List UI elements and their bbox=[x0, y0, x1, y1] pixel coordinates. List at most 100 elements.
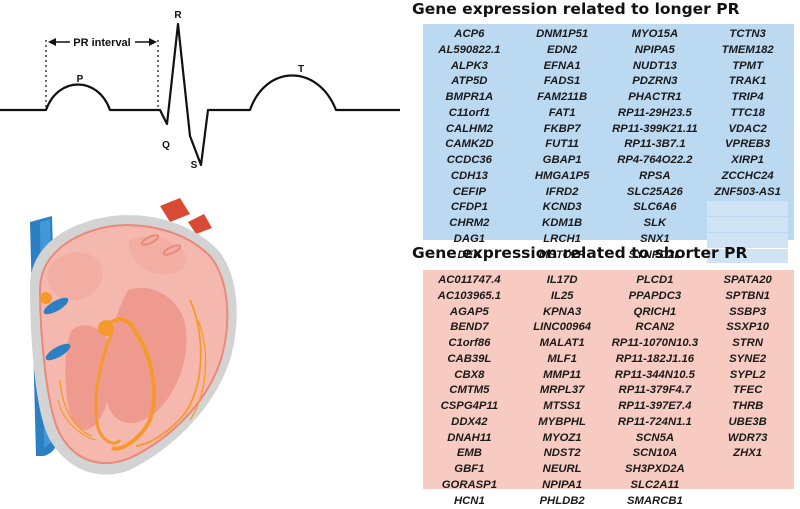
gene-name: SYPL2 bbox=[701, 368, 794, 384]
gene-name: NEURL bbox=[516, 462, 609, 478]
gene-name: RP11-724N1.1 bbox=[609, 415, 702, 431]
gene-name: AC103965.1 bbox=[423, 289, 516, 305]
arrow-left-head bbox=[48, 38, 56, 46]
gene-name: UBE3B bbox=[701, 415, 794, 431]
gene-name: CDH13 bbox=[423, 169, 516, 185]
gene-name: C1orf86 bbox=[423, 336, 516, 352]
illustration-panel: PR interval P R Q S T bbox=[0, 0, 400, 488]
wave-label-q: Q bbox=[162, 140, 170, 151]
gene-name: CSPG4P11 bbox=[423, 399, 516, 415]
wave-label-p: P bbox=[77, 74, 84, 85]
gene-name: CCDC36 bbox=[423, 153, 516, 169]
gene-name: NUDT13 bbox=[609, 59, 702, 75]
gene-name: GBAP1 bbox=[516, 153, 609, 169]
gene-name: LINC00964 bbox=[516, 320, 609, 336]
gene-name: MTSS1 bbox=[516, 399, 609, 415]
gene-name: IFRD2 bbox=[516, 185, 609, 201]
gene-name: SPATA20 bbox=[701, 273, 794, 289]
gene-name: CBX8 bbox=[423, 368, 516, 384]
gene-name: DNM1P51 bbox=[516, 27, 609, 43]
gene-name: XIRP1 bbox=[701, 153, 794, 169]
gene-name: CALHM2 bbox=[423, 122, 516, 138]
artery-top bbox=[160, 198, 190, 222]
shorter-pr-title: Gene expression related to shorter PR bbox=[412, 244, 747, 262]
gene-name: PHLDB2 bbox=[516, 494, 609, 509]
gene-name: RP4-764O22.2 bbox=[609, 153, 702, 169]
gene-name: VPREB3 bbox=[701, 137, 794, 153]
gene-name: RP11-1070N10.3 bbox=[609, 336, 702, 352]
gene-name: NDST2 bbox=[516, 446, 609, 462]
gene-name: KPNA3 bbox=[516, 305, 609, 321]
gene-name: MYO15A bbox=[609, 27, 702, 43]
gene-name: RP11-344N10.5 bbox=[609, 368, 702, 384]
gene-name: TTC18 bbox=[701, 106, 794, 122]
gene-name: DNAH11 bbox=[423, 431, 516, 447]
gene-name: AGAP5 bbox=[423, 305, 516, 321]
gene-name: ZHX1 bbox=[701, 446, 794, 462]
gene-name: MMP11 bbox=[516, 368, 609, 384]
gene-name: PLCD1 bbox=[609, 273, 702, 289]
gene-name: MYOZ1 bbox=[516, 431, 609, 447]
wave-label-r: R bbox=[174, 10, 182, 21]
gene-name: IL17D bbox=[516, 273, 609, 289]
gene-name: KCND3 bbox=[516, 200, 609, 216]
gene-name: AL590822.1 bbox=[423, 43, 516, 59]
pr-interval-label: PR interval bbox=[73, 37, 130, 49]
gene-name: CMTM5 bbox=[423, 383, 516, 399]
wave-label-t: T bbox=[298, 64, 304, 75]
gene-name: RP11-399K21.11 bbox=[609, 122, 702, 138]
gene-name: GORASP1 bbox=[423, 478, 516, 494]
gene-name: IL25 bbox=[516, 289, 609, 305]
gene-name: KDM1B bbox=[516, 216, 609, 232]
gene-name: BEND7 bbox=[423, 320, 516, 336]
sa-node bbox=[40, 292, 52, 304]
gene-name: RP11-182J1.16 bbox=[609, 352, 702, 368]
gene-name: TFEC bbox=[701, 383, 794, 399]
gene-name: FADS1 bbox=[516, 74, 609, 90]
gene-name: TRAK1 bbox=[701, 74, 794, 90]
gene-name: SPTBN1 bbox=[701, 289, 794, 305]
gene-name: ZCCHC24 bbox=[701, 169, 794, 185]
gene-name: FAM211B bbox=[516, 90, 609, 106]
empty-cell bbox=[701, 462, 794, 478]
gene-name: GBF1 bbox=[423, 462, 516, 478]
empty-cell bbox=[701, 494, 794, 509]
gene-name: C11orf1 bbox=[423, 106, 516, 122]
gene-name: QRICH1 bbox=[609, 305, 702, 321]
gene-name: HCN1 bbox=[423, 494, 516, 509]
gene-name: NPIPA5 bbox=[609, 43, 702, 59]
gene-name: STRN bbox=[701, 336, 794, 352]
gene-name: TPMT bbox=[701, 59, 794, 75]
gene-name: ACP6 bbox=[423, 27, 516, 43]
gene-name: SCN10A bbox=[609, 446, 702, 462]
gene-name: MRPL37 bbox=[516, 383, 609, 399]
gene-name: SCN5A bbox=[609, 431, 702, 447]
gene-name: RP11-379F4.7 bbox=[609, 383, 702, 399]
gene-name: SH3PXD2A bbox=[609, 462, 702, 478]
gene-name: SMARCB1 bbox=[609, 494, 702, 509]
gene-name: SSBP3 bbox=[701, 305, 794, 321]
gene-name: BMPR1A bbox=[423, 90, 516, 106]
gene-name: RP11-29H23.5 bbox=[609, 106, 702, 122]
gene-name: PHACTR1 bbox=[609, 90, 702, 106]
gene-name: ZNF503-AS1 bbox=[701, 185, 794, 201]
gene-name: PDZRN3 bbox=[609, 74, 702, 90]
empty-cell bbox=[701, 478, 794, 494]
gene-name: FKBP7 bbox=[516, 122, 609, 138]
gene-name: TRIP4 bbox=[701, 90, 794, 106]
heart-illustration bbox=[30, 198, 237, 475]
gene-name: TMEM182 bbox=[701, 43, 794, 59]
gene-name: CAB39L bbox=[423, 352, 516, 368]
empty-cell bbox=[707, 217, 788, 232]
gene-name: HMGA1P5 bbox=[516, 169, 609, 185]
gene-name: ALPK3 bbox=[423, 59, 516, 75]
gene-name: ATP5D bbox=[423, 74, 516, 90]
gene-name: WDR73 bbox=[701, 431, 794, 447]
gene-name: SLC25A26 bbox=[609, 185, 702, 201]
gene-name: RPSA bbox=[609, 169, 702, 185]
gene-name: THRB bbox=[701, 399, 794, 415]
gene-name: SLC6A6 bbox=[609, 200, 702, 216]
gene-name: AC011747.4 bbox=[423, 273, 516, 289]
